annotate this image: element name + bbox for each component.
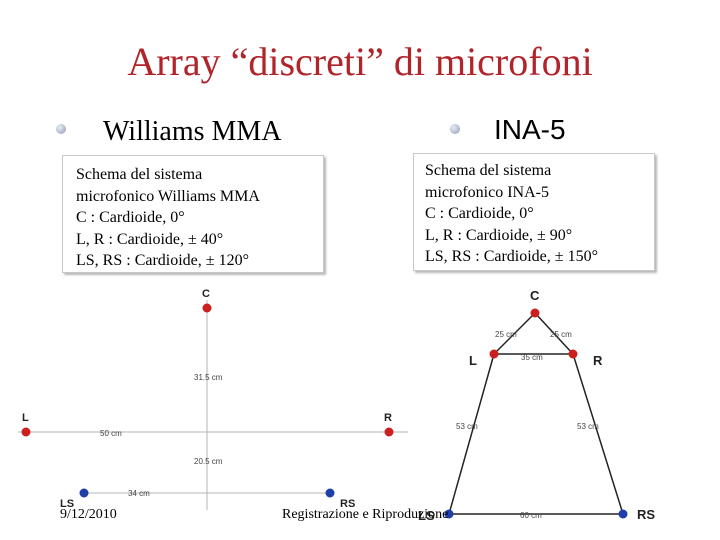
williams-label-rs: RS — [340, 498, 355, 510]
ina5-label-c: C — [530, 288, 540, 303]
ina5-label-rs: RS — [637, 507, 655, 522]
williams-label-r: R — [384, 412, 392, 424]
williams-line-c: C : Cardioide, 0° — [76, 209, 185, 226]
slide-title: Array “discreti” di microfoni — [127, 39, 593, 84]
ina5-dim-c-r: 25 cm — [550, 330, 572, 339]
williams-dim-l: 50 cm — [100, 429, 122, 438]
williams-line-lr: L, R : Cardioide, ± 40° — [76, 230, 224, 248]
ina5-description-box: Schema del sistema microfonico INA-5 C :… — [413, 153, 655, 271]
williams-diagram: C L R LS RS 31.5 cm 50 cm 20.5 cm 34 cm — [18, 288, 408, 510]
ina5-dim-l-r: 35 cm — [521, 353, 543, 362]
williams-dim-half: 34 cm — [128, 489, 150, 498]
ina5-label-l: L — [469, 353, 477, 368]
footer-date: 9/12/2010 — [60, 507, 117, 522]
williams-mic-l — [21, 427, 31, 437]
ina5-box-title-1: Schema del sistema — [425, 162, 552, 179]
ina5-dim-ls-rs: 60 cm — [520, 511, 542, 520]
ina5-edge-l-ls — [448, 353, 495, 515]
ina5-label-r: R — [593, 353, 603, 368]
bullet-icon — [56, 124, 66, 134]
williams-description-box: Schema del sistema microfonico Williams … — [62, 155, 324, 273]
williams-box-title-1: Schema del sistema — [76, 166, 203, 183]
ina5-dim-r-rs: 53 cm — [577, 422, 599, 431]
left-heading: Williams MMA — [103, 116, 282, 147]
right-heading: INA-5 — [494, 114, 566, 145]
williams-dim-back: 20.5 cm — [194, 457, 223, 466]
ina5-mic-c — [530, 308, 540, 318]
ina5-box-title-2: microfonico INA-5 — [425, 183, 549, 201]
ina5-edge-c-r — [534, 312, 574, 355]
ina5-line-c: C : Cardioide, 0° — [425, 205, 534, 222]
ina5-edge-c-l — [493, 312, 536, 355]
williams-mic-rs — [325, 488, 335, 498]
williams-label-ls: LS — [60, 498, 74, 510]
ina5-dim-l-ls: 53 cm — [456, 422, 478, 431]
williams-label-l: L — [22, 412, 29, 424]
williams-mic-r — [384, 427, 394, 437]
williams-box-title-2: microfonico Williams MMA — [76, 187, 260, 205]
williams-mic-ls — [79, 488, 89, 498]
ina5-line-lr: L, R : Cardioide, ± 90° — [425, 226, 573, 244]
ina5-label-ls: LS — [418, 508, 435, 523]
williams-label-c: C — [202, 288, 210, 300]
williams-mic-c — [202, 303, 212, 313]
ina5-edge-r-rs — [572, 353, 624, 515]
ina5-diagram: C L R LS RS 25 cm 25 cm 35 cm 53 cm 53 c… — [418, 288, 655, 523]
williams-dim-c: 31.5 cm — [194, 373, 223, 382]
ina5-mic-rs — [618, 509, 628, 519]
ina5-mic-l — [489, 349, 499, 359]
williams-line-lsrs: LS, RS : Cardioide, ± 120° — [76, 252, 249, 269]
ina5-dim-c-l: 25 cm — [495, 330, 517, 339]
ina5-mic-r — [568, 349, 578, 359]
footer-title: Registrazione e Riproduzione — [282, 507, 449, 522]
ina5-line-lsrs: LS, RS : Cardioide, ± 150° — [425, 248, 598, 265]
ina5-mic-ls — [444, 509, 454, 519]
bullet-icon — [450, 124, 460, 134]
